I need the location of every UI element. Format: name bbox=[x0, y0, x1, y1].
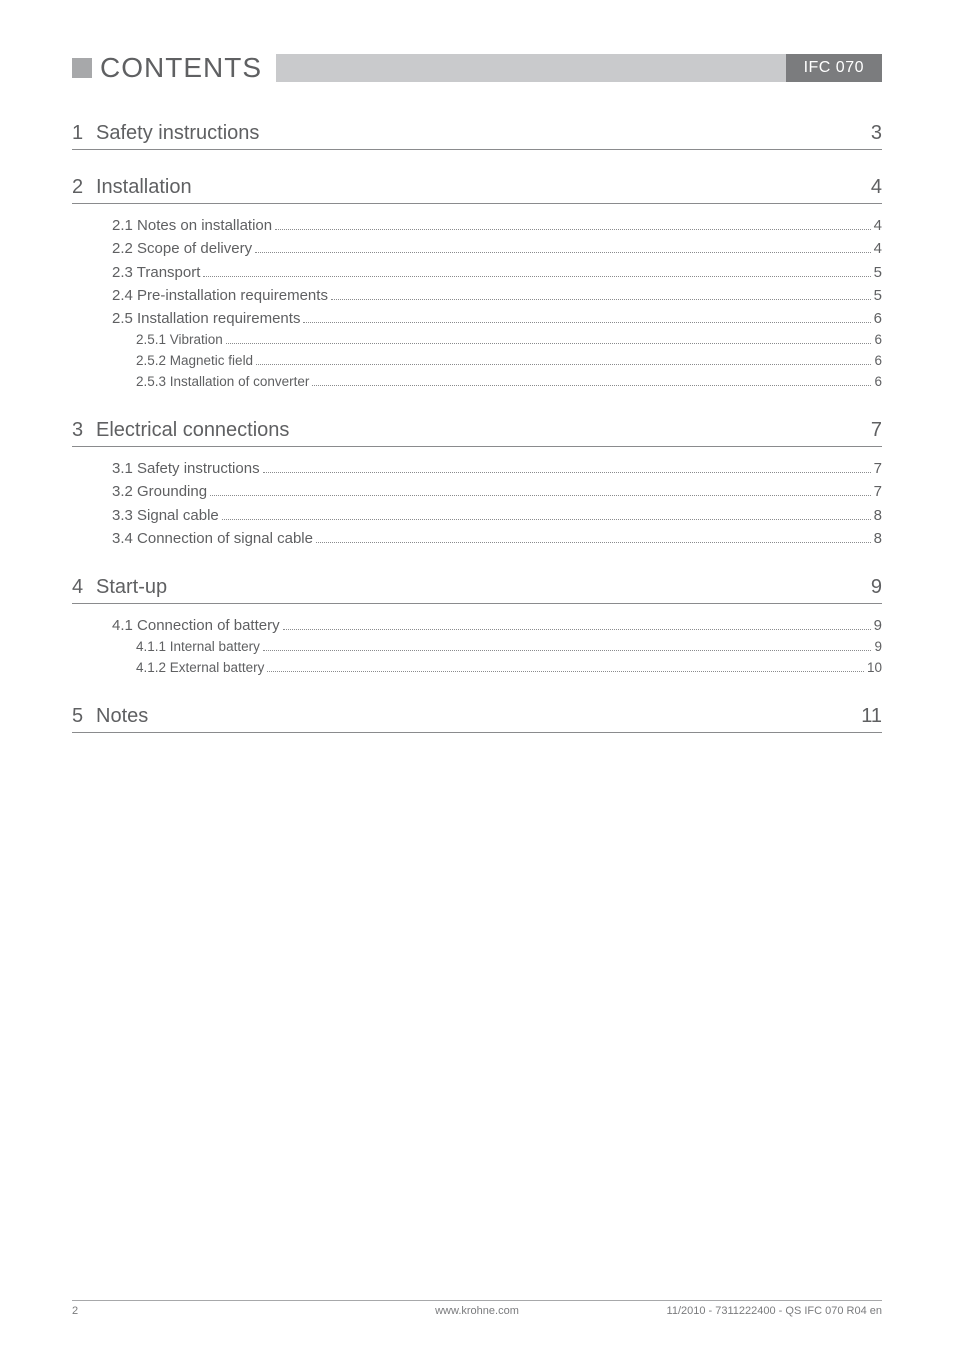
toc-leader-dots bbox=[226, 333, 872, 344]
toc-subsection: 4.1 Connection of battery 9 bbox=[112, 614, 882, 637]
toc-entry-label: 4.1 Connection of battery bbox=[112, 614, 280, 637]
toc-subsubsection: 4.1.1 Internal battery 9 bbox=[136, 637, 882, 658]
toc-section-title: Start-up bbox=[96, 576, 871, 599]
toc-leader-dots bbox=[331, 288, 871, 300]
footer-docinfo: 11/2010 - 7311222400 - QS IFC 070 R04 en bbox=[667, 1305, 882, 1317]
toc-section-page: 11 bbox=[861, 705, 882, 728]
footer-page-number: 2 bbox=[72, 1305, 78, 1317]
toc-entry-label: 2.5.2 Magnetic field bbox=[136, 351, 253, 372]
toc-leader-dots bbox=[267, 661, 864, 672]
toc-entry-page: 7 bbox=[874, 457, 882, 480]
toc-section-title: Electrical connections bbox=[96, 419, 871, 442]
toc-entry-page: 6 bbox=[874, 307, 882, 330]
toc-leader-dots bbox=[255, 241, 871, 253]
toc-section: 4Start-up9 bbox=[72, 576, 882, 604]
header-title: CONTENTS bbox=[100, 52, 262, 84]
toc-leader-dots bbox=[263, 640, 872, 651]
toc-subsection: 2.5 Installation requirements 6 bbox=[112, 307, 882, 330]
toc-leader-dots bbox=[316, 531, 871, 543]
toc-entry-page: 4 bbox=[874, 214, 882, 237]
toc-subsubsection: 2.5.1 Vibration 6 bbox=[136, 330, 882, 351]
toc-leader-dots bbox=[312, 375, 871, 386]
footer-url: www.krohne.com bbox=[435, 1305, 519, 1317]
toc-subsection: 3.1 Safety instructions 7 bbox=[112, 457, 882, 480]
toc-section: 2Installation4 bbox=[72, 176, 882, 204]
toc-subsubsection: 2.5.3 Installation of converter 6 bbox=[136, 372, 882, 393]
toc-entry-label: 2.3 Transport bbox=[112, 261, 200, 284]
toc-leader-dots bbox=[256, 354, 871, 365]
toc-entry-page: 6 bbox=[874, 330, 882, 351]
toc-subsection: 3.4 Connection of signal cable 8 bbox=[112, 527, 882, 550]
toc-subsection: 3.3 Signal cable 8 bbox=[112, 504, 882, 527]
toc-entry-label: 2.5.3 Installation of converter bbox=[136, 372, 309, 393]
toc-leader-dots bbox=[203, 265, 870, 277]
toc-entry-page: 5 bbox=[874, 261, 882, 284]
toc-entry-label: 3.2 Grounding bbox=[112, 480, 207, 503]
toc-leader-dots bbox=[210, 484, 871, 496]
toc-section: 1Safety instructions3 bbox=[72, 122, 882, 150]
toc-leader-dots bbox=[283, 618, 871, 630]
toc-entry-label: 2.1 Notes on installation bbox=[112, 214, 272, 237]
toc-section-number: 3 bbox=[72, 419, 96, 442]
toc-entry-page: 4 bbox=[874, 237, 882, 260]
toc-subsection-list: 2.1 Notes on installation 42.2 Scope of … bbox=[112, 214, 882, 393]
toc-entry-label: 4.1.1 Internal battery bbox=[136, 637, 260, 658]
toc-section-title: Safety instructions bbox=[96, 122, 871, 145]
toc-entry-page: 5 bbox=[874, 284, 882, 307]
table-of-contents: 1Safety instructions32Installation42.1 N… bbox=[72, 122, 882, 733]
toc-subsection: 2.2 Scope of delivery 4 bbox=[112, 237, 882, 260]
toc-section: 3Electrical connections7 bbox=[72, 419, 882, 447]
toc-section-number: 2 bbox=[72, 176, 96, 199]
toc-section-page: 9 bbox=[871, 576, 882, 599]
toc-section-title: Notes bbox=[96, 705, 861, 728]
toc-section-page: 4 bbox=[871, 176, 882, 199]
toc-entry-label: 3.4 Connection of signal cable bbox=[112, 527, 313, 550]
toc-subsection: 2.3 Transport 5 bbox=[112, 261, 882, 284]
toc-entry-page: 6 bbox=[874, 372, 882, 393]
toc-section-page: 3 bbox=[871, 122, 882, 145]
header-bar: IFC 070 bbox=[276, 54, 882, 82]
header: CONTENTS IFC 070 bbox=[72, 48, 882, 88]
toc-entry-page: 8 bbox=[874, 527, 882, 550]
toc-entry-label: 2.2 Scope of delivery bbox=[112, 237, 252, 260]
toc-entry-label: 4.1.2 External battery bbox=[136, 658, 264, 679]
toc-subsection-list: 3.1 Safety instructions 73.2 Grounding 7… bbox=[112, 457, 882, 550]
toc-entry-page: 6 bbox=[874, 351, 882, 372]
toc-section-number: 1 bbox=[72, 122, 96, 145]
toc-subsection-list: 4.1 Connection of battery 94.1.1 Interna… bbox=[112, 614, 882, 679]
toc-section-number: 4 bbox=[72, 576, 96, 599]
toc-entry-page: 7 bbox=[874, 480, 882, 503]
toc-entry-label: 2.5 Installation requirements bbox=[112, 307, 300, 330]
toc-entry-page: 8 bbox=[874, 504, 882, 527]
toc-leader-dots bbox=[275, 218, 871, 230]
toc-entry-page: 9 bbox=[874, 637, 882, 658]
toc-entry-page: 10 bbox=[867, 658, 882, 679]
toc-entry-label: 2.5.1 Vibration bbox=[136, 330, 223, 351]
toc-leader-dots bbox=[303, 311, 870, 323]
toc-leader-dots bbox=[222, 508, 871, 520]
toc-subsection: 3.2 Grounding 7 bbox=[112, 480, 882, 503]
toc-entry-label: 2.4 Pre-installation requirements bbox=[112, 284, 328, 307]
header-square-icon bbox=[72, 58, 92, 78]
toc-entry-label: 3.3 Signal cable bbox=[112, 504, 219, 527]
toc-leader-dots bbox=[263, 461, 871, 473]
toc-subsubsection: 2.5.2 Magnetic field 6 bbox=[136, 351, 882, 372]
toc-section-title: Installation bbox=[96, 176, 871, 199]
toc-section-number: 5 bbox=[72, 705, 96, 728]
toc-section: 5Notes11 bbox=[72, 705, 882, 733]
footer: 2 www.krohne.com 11/2010 - 7311222400 - … bbox=[72, 1300, 882, 1317]
toc-subsection: 2.4 Pre-installation requirements 5 bbox=[112, 284, 882, 307]
toc-entry-label: 3.1 Safety instructions bbox=[112, 457, 260, 480]
header-badge: IFC 070 bbox=[786, 54, 882, 82]
toc-subsubsection: 4.1.2 External battery 10 bbox=[136, 658, 882, 679]
toc-entry-page: 9 bbox=[874, 614, 882, 637]
toc-subsection: 2.1 Notes on installation 4 bbox=[112, 214, 882, 237]
toc-section-page: 7 bbox=[871, 419, 882, 442]
